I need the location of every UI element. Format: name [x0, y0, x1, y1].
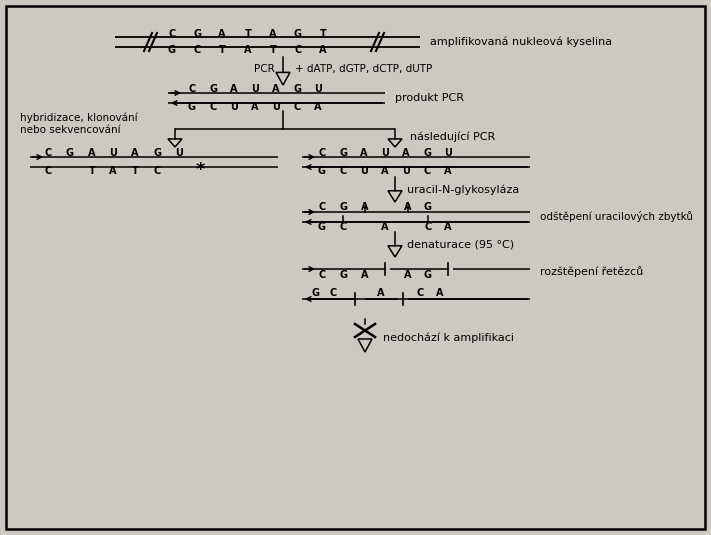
- Text: A: A: [381, 166, 389, 176]
- Text: G: G: [188, 102, 196, 112]
- Text: G: G: [423, 148, 431, 158]
- Text: C: C: [294, 45, 301, 55]
- Text: U: U: [381, 148, 389, 158]
- Text: G: G: [339, 270, 347, 280]
- Text: G: G: [311, 288, 319, 298]
- Text: odštěpení uracilových zbytků: odštěpení uracilových zbytků: [540, 211, 693, 223]
- Text: A: A: [88, 148, 96, 158]
- Text: A: A: [402, 148, 410, 158]
- Text: C: C: [188, 84, 196, 94]
- Text: amplifikovaná nukleová kyselina: amplifikovaná nukleová kyselina: [430, 37, 612, 47]
- Text: hybridizace, klonování
nebo sekvencování: hybridizace, klonování nebo sekvencování: [20, 113, 138, 135]
- Text: A: A: [251, 102, 259, 112]
- Text: C: C: [329, 288, 336, 298]
- Text: C: C: [339, 222, 347, 232]
- Text: T: T: [89, 166, 95, 176]
- Text: A: A: [361, 270, 369, 280]
- Text: C: C: [44, 148, 52, 158]
- Text: C: C: [417, 288, 424, 298]
- Text: + dATP, dGTP, dCTP, dUTP: + dATP, dGTP, dCTP, dUTP: [295, 64, 432, 74]
- Text: U: U: [360, 166, 368, 176]
- Text: G: G: [339, 202, 347, 212]
- Text: A: A: [218, 29, 226, 39]
- Text: T: T: [245, 29, 252, 39]
- Text: C: C: [319, 202, 326, 212]
- Text: A: A: [109, 166, 117, 176]
- Text: U: U: [251, 84, 259, 94]
- Text: A: A: [319, 45, 327, 55]
- Text: A: A: [269, 29, 277, 39]
- Text: produkt PCR: produkt PCR: [395, 93, 464, 103]
- Text: PCR: PCR: [255, 64, 275, 74]
- Text: denaturace (95 °C): denaturace (95 °C): [407, 240, 514, 249]
- Text: C: C: [339, 166, 347, 176]
- Text: A: A: [360, 148, 368, 158]
- Text: C: C: [169, 29, 176, 39]
- Text: A: A: [381, 222, 389, 232]
- Text: následující PCR: následující PCR: [410, 132, 496, 142]
- Text: G: G: [424, 202, 432, 212]
- Text: G: G: [209, 84, 217, 94]
- Text: C: C: [319, 270, 326, 280]
- Text: G: G: [168, 45, 176, 55]
- Text: uracil-N-glykosyláza: uracil-N-glykosyláza: [407, 184, 519, 195]
- Text: G: G: [424, 270, 432, 280]
- Text: T: T: [218, 45, 225, 55]
- Text: rozštěpení řetězců: rozštěpení řetězců: [540, 266, 643, 278]
- Text: C: C: [209, 102, 217, 112]
- Text: G: G: [293, 84, 301, 94]
- Text: U: U: [230, 102, 238, 112]
- Text: G: G: [339, 148, 347, 158]
- Text: G: G: [153, 148, 161, 158]
- Text: U: U: [444, 148, 452, 158]
- Text: G: G: [294, 29, 302, 39]
- Text: A: A: [444, 222, 451, 232]
- Text: C: C: [294, 102, 301, 112]
- Text: T: T: [132, 166, 139, 176]
- Text: A: A: [245, 45, 252, 55]
- Text: G: G: [318, 166, 326, 176]
- Text: U: U: [402, 166, 410, 176]
- Text: A: A: [132, 148, 139, 158]
- Text: T: T: [320, 29, 326, 39]
- Text: U: U: [109, 148, 117, 158]
- Text: G: G: [318, 222, 326, 232]
- Text: G: G: [66, 148, 74, 158]
- Text: C: C: [423, 166, 431, 176]
- Text: U: U: [175, 148, 183, 158]
- Text: C: C: [424, 222, 432, 232]
- Text: *: *: [196, 161, 205, 179]
- Text: C: C: [319, 148, 326, 158]
- Text: C: C: [193, 45, 201, 55]
- Text: nedochází k amplifikaci: nedochází k amplifikaci: [383, 333, 514, 343]
- Text: A: A: [405, 270, 412, 280]
- Text: A: A: [378, 288, 385, 298]
- Text: G: G: [193, 29, 201, 39]
- Text: C: C: [44, 166, 52, 176]
- Text: A: A: [272, 84, 279, 94]
- Text: A: A: [230, 84, 237, 94]
- Text: T: T: [269, 45, 277, 55]
- Text: A: A: [361, 202, 369, 212]
- Text: A: A: [437, 288, 444, 298]
- Text: A: A: [444, 166, 451, 176]
- Text: A: A: [314, 102, 322, 112]
- Text: U: U: [272, 102, 280, 112]
- Text: C: C: [154, 166, 161, 176]
- Text: A: A: [405, 202, 412, 212]
- Text: U: U: [314, 84, 322, 94]
